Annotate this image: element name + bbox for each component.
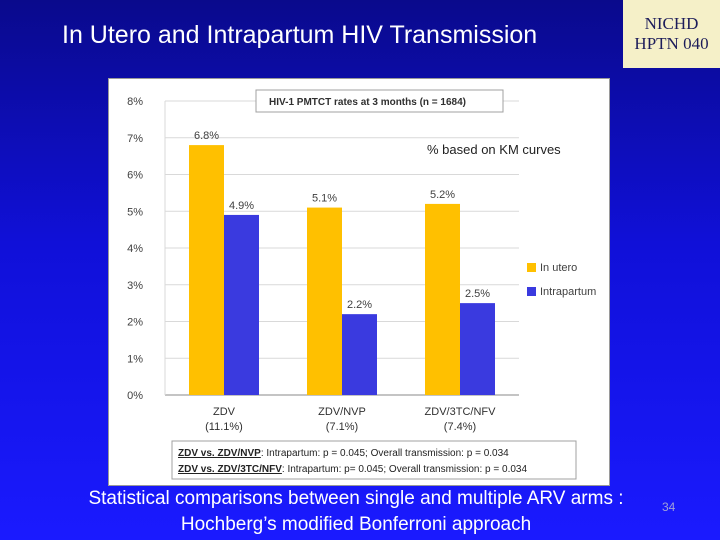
y-tick-label: 6%	[127, 170, 143, 182]
nichd-hptn-badge: NICHD HPTN 040	[623, 0, 720, 68]
chart-panel: 0% 1% 2% 3% 4% 5% 6% 7% 8% 6.8% 4.9% ZDV (11.1%) 5.1%…	[108, 78, 610, 486]
bar-in-utero	[189, 145, 224, 395]
legend-label-in-utero: In utero	[540, 262, 577, 274]
category-label: ZDV	[213, 406, 236, 418]
category-sublabel: (7.4%)	[444, 421, 476, 433]
category-sublabel: (7.1%)	[326, 421, 358, 433]
bar-intrapartum	[224, 214, 259, 395]
data-label: 2.2%	[347, 299, 372, 311]
stats-line-2: ZDV vs. ZDV/3TC/NFV: Intrapartum: p= 0.0…	[178, 464, 527, 475]
y-tick-label: 8%	[127, 96, 143, 108]
chart-title-box	[255, 89, 504, 113]
legend-label-intrapartum: Intrapartum	[540, 286, 596, 298]
stats-line-1: ZDV vs. ZDV/NVP: Intrapartum: p = 0.045;…	[178, 448, 509, 459]
legend-swatch-in-utero	[527, 263, 536, 272]
category-label: ZDV/NVP	[318, 406, 366, 418]
stats-box	[171, 440, 577, 480]
bar-chart: 0% 1% 2% 3% 4% 5% 6% 7% 8% 6.8% 4.9% ZDV (11.1%) 5.1%…	[127, 89, 596, 480]
slide-title: In Utero and Intrapartum HIV Transmissio…	[62, 21, 538, 49]
chart-title: HIV-1 PMTCT rates at 3 months (n = 1684)	[269, 97, 466, 108]
badge-line-1: NICHD	[644, 14, 699, 33]
bar-in-utero	[425, 203, 460, 395]
data-label: 2.5%	[465, 288, 490, 300]
bar-in-utero	[307, 207, 342, 395]
footer-caption: Statistical comparisons between single a…	[0, 486, 712, 538]
chart-note: % based on KM curves	[427, 142, 561, 157]
y-tick-label: 5%	[127, 206, 143, 218]
category-sublabel: (11.1%)	[205, 421, 243, 433]
y-tick-label: 2%	[127, 317, 143, 329]
stats-detail-1: : Intrapartum: p = 0.045; Overall transm…	[261, 448, 509, 459]
data-label: 5.1%	[312, 193, 337, 205]
data-label: 5.2%	[430, 189, 455, 201]
y-tick-label: 3%	[127, 280, 143, 292]
y-tick-label: 0%	[127, 390, 143, 402]
badge-line-2: HPTN 040	[634, 34, 709, 53]
y-tick-label: 1%	[127, 353, 143, 365]
stats-comparison-2: ZDV vs. ZDV/3TC/NFV	[178, 464, 282, 475]
stats-detail-2: : Intrapartum: p= 0.045; Overall transmi…	[282, 464, 528, 475]
footer-line-2: Hochberg’s modified Bonferroni approach	[180, 514, 532, 535]
y-tick-label: 4%	[127, 243, 143, 255]
bar-intrapartum	[460, 303, 495, 395]
y-tick-label: 7%	[127, 133, 143, 145]
category-label: ZDV/3TC/NFV	[425, 406, 497, 418]
stats-comparison-1: ZDV vs. ZDV/NVP	[178, 448, 261, 459]
slide-number: 34	[662, 500, 676, 514]
bar-intrapartum	[342, 314, 377, 395]
footer-line-1: Statistical comparisons between single a…	[88, 488, 624, 509]
legend-swatch-intrapartum	[527, 287, 536, 296]
data-label: 4.9%	[229, 200, 254, 212]
data-label: 6.8%	[194, 130, 219, 142]
